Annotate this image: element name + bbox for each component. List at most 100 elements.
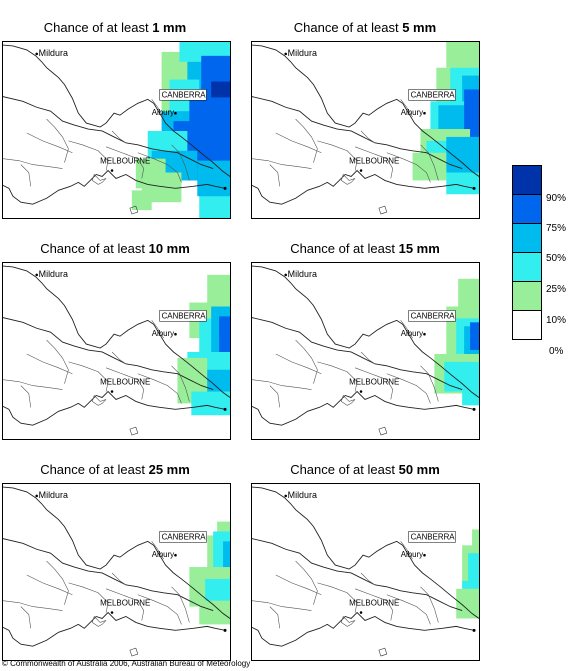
mildura-marker [284, 52, 287, 56]
district-border [26, 574, 73, 596]
place-label-canberra: CANBERRA [162, 532, 207, 541]
place-label-canberra: CANBERRA [162, 90, 207, 99]
district-border [400, 320, 413, 339]
map-svg: Mildura CANBERRA Albury MELBOURNE [3, 42, 230, 218]
place-label-mildura: Mildura [39, 269, 68, 279]
rainfall-cell [456, 588, 479, 619]
canberra-label-box [408, 531, 456, 543]
melbourne-marker [110, 611, 114, 614]
mildura-marker [284, 494, 287, 498]
place-label-canberra: CANBERRA [411, 311, 456, 320]
albury-marker [423, 111, 426, 115]
district-border [354, 588, 394, 621]
mildura-marker [35, 273, 38, 277]
cape-marker [472, 407, 476, 411]
coastline [3, 390, 226, 426]
district-border [252, 96, 463, 169]
district-border [400, 541, 413, 560]
place-label-mildura: Mildura [288, 269, 317, 279]
district-border [269, 606, 281, 629]
island-outline [129, 647, 139, 657]
district-border [105, 588, 145, 621]
melbourne-marker [359, 390, 363, 393]
rainfall-probability-cells [177, 274, 230, 416]
district-border [420, 586, 439, 623]
place-label-melbourne: MELBOURNE [100, 157, 150, 166]
rainfall-cell [468, 553, 479, 583]
island-outline [129, 426, 139, 436]
district-border [137, 152, 182, 183]
district-border [420, 365, 439, 402]
rainfall-cell [131, 190, 152, 211]
district-border [151, 541, 164, 560]
legend-label-10: 10% [546, 315, 567, 326]
district-border [46, 118, 69, 163]
panel-title-10mm: Chance of at least 10 mm [40, 241, 190, 256]
map-svg: Mildura CANBERRA Albury MELBOURNE [3, 486, 230, 657]
canberra-label-box [408, 89, 456, 101]
panel-title-25mm: Chance of at least 25 mm [40, 462, 190, 477]
district-border [171, 144, 190, 181]
map-1mm: Mildura CANBERRA Albury MELBOURNE [2, 41, 231, 219]
district-border [105, 367, 145, 400]
district-border [252, 600, 312, 611]
district-border [151, 320, 164, 339]
rainfall-cell [470, 322, 479, 351]
legend-label-90: 90% [546, 193, 567, 204]
district-border [340, 173, 356, 185]
district-border [68, 582, 109, 613]
map-15mm: Mildura CANBERRA Albury MELBOURNE [251, 262, 480, 440]
map-50mm: Mildura CANBERRA Albury MELBOURNE [251, 483, 480, 661]
legend-label-0: 0% [549, 346, 564, 357]
albury-marker [174, 553, 177, 557]
district-border [340, 394, 356, 406]
coastline [252, 169, 475, 205]
place-label-canberra: CANBERRA [411, 90, 456, 99]
place-label-albury: Albury [152, 329, 174, 338]
district-border [252, 379, 312, 390]
coastline [252, 611, 475, 647]
place-label-melbourne: MELBOURNE [100, 599, 150, 608]
border-line-north [252, 486, 479, 619]
place-label-mildura: Mildura [39, 490, 68, 500]
map-svg: Mildura CANBERRA Albury MELBOURNE [252, 265, 479, 436]
district-border [111, 130, 127, 144]
district-border [137, 373, 182, 404]
canberra-label-box [408, 310, 456, 322]
copyright-notice: © Commonwealth of Australia 2006, Austra… [2, 659, 251, 668]
district-border [171, 586, 190, 623]
island-outline [378, 647, 388, 657]
rainfall-cell [412, 152, 447, 181]
place-label-melbourne: MELBOURNE [349, 378, 399, 387]
district-border [91, 173, 107, 185]
district-border [46, 339, 69, 384]
rainfall-probability-cells [412, 42, 479, 195]
rainfall-cell [446, 172, 479, 195]
district-border [105, 146, 145, 179]
albury-marker [423, 332, 426, 336]
rainfall-cell [219, 316, 230, 356]
district-border [340, 615, 356, 627]
rainfall-cell [446, 136, 479, 177]
melbourne-marker [359, 611, 363, 614]
district-border [26, 132, 73, 154]
district-border [354, 146, 394, 179]
albury-marker [174, 332, 177, 336]
map-5mm: Mildura CANBERRA Albury MELBOURNE [251, 41, 480, 219]
albury-marker [423, 553, 426, 557]
district-border [68, 361, 109, 392]
district-border [20, 385, 32, 408]
district-border [171, 365, 190, 402]
legend-swatch-75 [512, 194, 542, 224]
rainfall-cell [223, 541, 230, 572]
district-border [137, 594, 182, 625]
mildura-marker [35, 52, 38, 56]
district-border [269, 385, 281, 408]
rainfall-cell [197, 160, 230, 197]
place-label-melbourne: MELBOURNE [349, 157, 399, 166]
place-label-canberra: CANBERRA [411, 532, 456, 541]
canberra-label-box [159, 531, 207, 543]
melbourne-marker [359, 169, 363, 172]
legend-swatch-25 [512, 252, 542, 282]
coastline [252, 390, 475, 426]
